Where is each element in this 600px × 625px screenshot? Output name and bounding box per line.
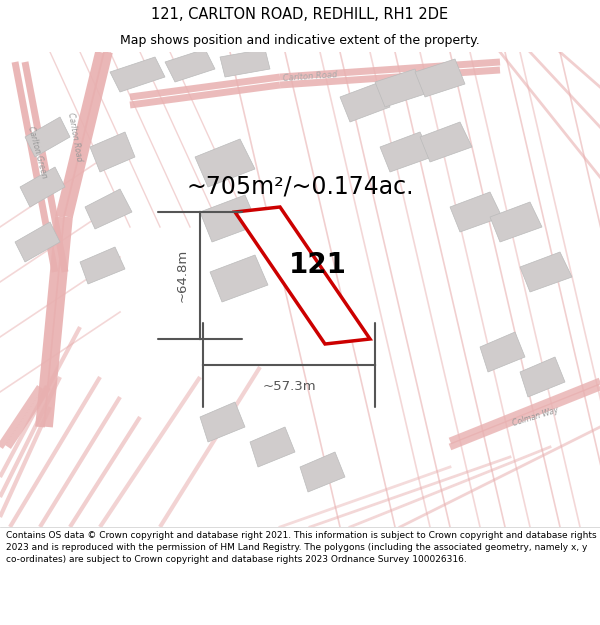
Polygon shape: [220, 49, 270, 77]
Polygon shape: [300, 452, 345, 492]
Polygon shape: [480, 332, 525, 372]
Polygon shape: [420, 122, 472, 162]
Polygon shape: [85, 189, 132, 229]
Polygon shape: [110, 57, 165, 92]
Text: Carlton Road: Carlton Road: [283, 71, 338, 83]
Polygon shape: [520, 357, 565, 397]
Polygon shape: [195, 139, 255, 187]
Polygon shape: [200, 195, 258, 242]
Text: Contains OS data © Crown copyright and database right 2021. This information is : Contains OS data © Crown copyright and d…: [6, 531, 596, 564]
Polygon shape: [165, 49, 215, 82]
Polygon shape: [340, 82, 390, 122]
Text: ~705m²/~0.174ac.: ~705m²/~0.174ac.: [186, 175, 414, 199]
Text: Map shows position and indicative extent of the property.: Map shows position and indicative extent…: [120, 34, 480, 47]
Polygon shape: [375, 69, 425, 107]
Text: Carlton Road: Carlton Road: [66, 112, 84, 162]
Polygon shape: [520, 252, 572, 292]
Polygon shape: [490, 202, 542, 242]
Polygon shape: [450, 192, 502, 232]
Polygon shape: [15, 222, 60, 262]
Polygon shape: [200, 402, 245, 442]
Text: ~57.3m: ~57.3m: [262, 381, 316, 394]
Polygon shape: [25, 117, 70, 157]
Polygon shape: [210, 255, 268, 302]
Text: 121: 121: [289, 251, 347, 279]
Polygon shape: [380, 132, 432, 172]
Polygon shape: [250, 427, 295, 467]
Text: 121, CARLTON ROAD, REDHILL, RH1 2DE: 121, CARLTON ROAD, REDHILL, RH1 2DE: [151, 7, 449, 22]
Polygon shape: [20, 167, 65, 207]
Polygon shape: [80, 247, 125, 284]
Polygon shape: [90, 132, 135, 172]
Polygon shape: [235, 207, 370, 344]
Text: ~64.8m: ~64.8m: [176, 249, 188, 302]
Polygon shape: [415, 59, 465, 97]
Text: Colman Way: Colman Way: [511, 406, 559, 428]
Text: Carlton Green: Carlton Green: [26, 125, 48, 179]
